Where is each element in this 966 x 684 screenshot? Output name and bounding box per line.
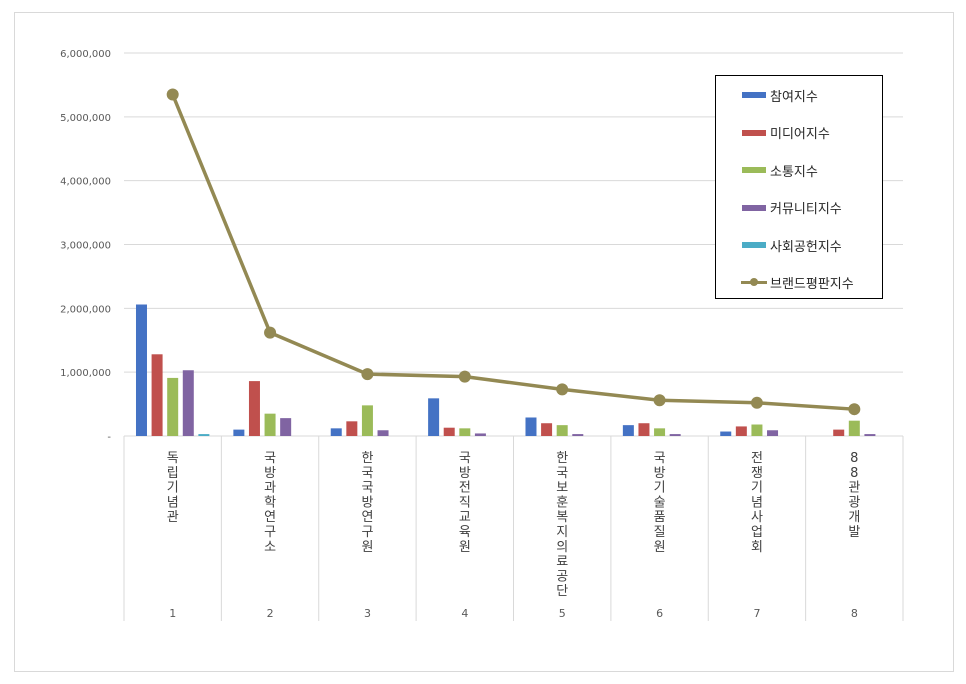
bar [459,428,471,436]
bar [361,405,373,436]
legend-item: 미디어지수 [716,123,830,143]
line-point [361,368,374,381]
legend-swatch [742,242,766,248]
y-tick-label: 5,000,000 [60,113,111,124]
line-point [264,326,277,339]
legend-label: 참여지수 [770,89,818,105]
category-index: 1 [169,607,176,620]
bar [525,417,537,436]
bar [264,413,276,436]
line-point [556,383,569,396]
category-index: 4 [461,607,468,620]
line-point [653,394,666,407]
bar [767,430,779,436]
bar [654,428,666,436]
bar [182,370,194,436]
bar [864,434,876,436]
legend-item: 사회공헌지수 [716,235,842,255]
category-index: 3 [364,607,371,620]
line-point [750,396,763,409]
line-point [166,88,179,101]
legend-swatch [742,167,766,173]
bar [135,304,147,436]
bar [556,425,568,436]
bar [735,426,747,436]
category-index: 8 [851,607,858,620]
bar [233,429,245,436]
legend-swatch [742,129,766,136]
bar [833,429,845,436]
category-index: 7 [753,607,760,620]
bar [669,434,681,436]
bar [280,418,292,436]
bar [248,381,260,436]
y-tick-label: 2,000,000 [60,304,111,315]
y-tick-label: 3,000,000 [60,241,111,252]
bar [198,434,210,436]
y-tick-label: 1,000,000 [60,368,111,379]
legend-label: 브랜드평판지수 [770,277,854,292]
bar [541,423,553,436]
bar [751,424,763,436]
bar [720,431,732,436]
y-tick-label: 6,000,000 [60,49,111,60]
legend-swatch [742,92,766,98]
legend-label: 미디어지수 [770,127,830,142]
bar [330,428,342,436]
legend-label: 커뮤니티지수 [770,202,842,217]
bar [572,434,584,436]
y-tick-label: 4,000,000 [60,177,111,188]
series-line [171,93,855,411]
bar [346,421,358,436]
legend-swatch [741,278,767,286]
category-index: 2 [267,607,274,620]
bar [622,425,634,436]
category-index: 5 [559,607,566,620]
legend-swatch [742,204,766,211]
legend-item: 브랜드평판지수 [716,273,854,293]
bar [443,427,455,436]
bar [377,430,389,436]
bar [151,354,163,436]
bar [848,420,860,436]
bar [638,423,650,436]
line-point [458,370,471,383]
bar [474,433,486,436]
line-point [848,403,861,416]
legend-label: 소통지수 [770,164,818,180]
bar [428,398,440,436]
bar [167,377,179,436]
legend-item: 소통지수 [716,160,818,180]
legend-label: 사회공헌지수 [770,239,842,255]
legend-item: 커뮤니티지수 [716,198,842,218]
y-tick-label: - [107,432,111,443]
legend-item: 참여지수 [716,85,818,105]
category-index: 6 [656,607,663,620]
